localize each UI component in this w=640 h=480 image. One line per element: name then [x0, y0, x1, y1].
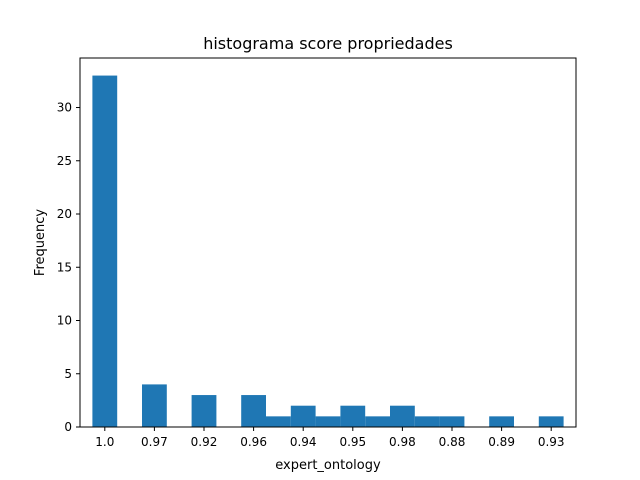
histogram-bar [340, 405, 366, 427]
x-tick-label: 1.0 [95, 435, 114, 449]
x-tick-label: 0.89 [488, 435, 515, 449]
histogram-bar [365, 416, 390, 427]
histogram-bar [439, 416, 465, 427]
bars-layer [92, 75, 564, 427]
histogram-bar [241, 395, 266, 427]
axes-frame [79, 57, 577, 428]
histogram-bar [191, 395, 217, 427]
histogram-bar [315, 416, 341, 427]
y-axis-ticks: 0 5 10 15 20 25 30 [57, 101, 80, 434]
y-tick-label: 10 [57, 314, 72, 328]
histogram-bar [92, 75, 118, 427]
histogram-bar [538, 416, 564, 427]
histogram-bar [489, 416, 514, 427]
histogram-bar [290, 405, 316, 427]
x-tick-label: 0.97 [141, 435, 168, 449]
y-tick-label: 0 [64, 420, 72, 434]
y-tick-label: 5 [64, 367, 72, 381]
x-tick-label: 0.96 [240, 435, 267, 449]
histogram-bar [266, 416, 291, 427]
y-axis-label: Frequency [33, 209, 48, 276]
y-tick-label: 20 [57, 207, 72, 221]
x-axis-ticks: 1.0 0.97 0.92 0.96 0.94 0.95 0.98 0.88 0.89 0.93 [95, 427, 565, 449]
x-tick-label: 0.92 [191, 435, 218, 449]
y-tick-label: 25 [57, 154, 72, 168]
histogram-bar [142, 384, 167, 427]
histogram-bar [414, 416, 440, 427]
histogram-bar [390, 405, 415, 427]
y-tick-label: 30 [57, 101, 72, 115]
x-tick-label: 0.98 [389, 435, 416, 449]
chart-title: histograma score propriedades [203, 34, 453, 53]
x-tick-label: 0.94 [290, 435, 317, 449]
x-tick-label: 0.95 [339, 435, 366, 449]
y-tick-label: 15 [57, 260, 72, 274]
x-axis-label: expert_ontology [275, 458, 381, 473]
x-tick-label: 0.88 [439, 435, 466, 449]
x-tick-label: 0.93 [538, 435, 565, 449]
